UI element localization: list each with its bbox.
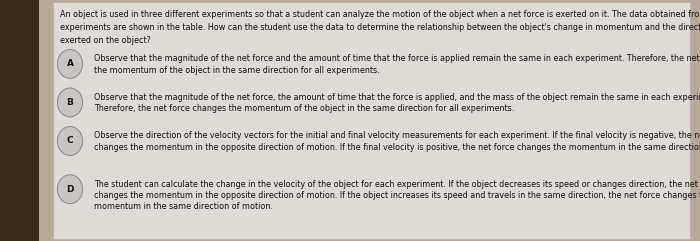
Text: experiments are shown in the table. How can the student use the data to determin: experiments are shown in the table. How …: [60, 23, 700, 32]
Ellipse shape: [57, 127, 83, 155]
FancyBboxPatch shape: [52, 2, 690, 239]
Text: Observe that the magnitude of the net force, the amount of time that the force i: Observe that the magnitude of the net fo…: [94, 93, 700, 113]
Ellipse shape: [57, 175, 83, 204]
Text: The student can calculate the change in the velocity of the object for each expe: The student can calculate the change in …: [94, 180, 700, 211]
Text: D: D: [66, 185, 74, 194]
Text: exerted on the object?: exerted on the object?: [60, 36, 150, 45]
Text: Observe the direction of the velocity vectors for the initial and final velocity: Observe the direction of the velocity ve…: [94, 131, 700, 152]
FancyBboxPatch shape: [0, 0, 38, 241]
Text: B: B: [66, 98, 74, 107]
Text: A: A: [66, 59, 74, 68]
Ellipse shape: [57, 49, 83, 78]
Text: Observe that the magnitude of the net force and the amount of time that the forc: Observe that the magnitude of the net fo…: [94, 54, 700, 75]
Text: C: C: [66, 136, 74, 146]
Text: An object is used in three different experiments so that a student can analyze t: An object is used in three different exp…: [60, 10, 700, 19]
Ellipse shape: [57, 88, 83, 117]
